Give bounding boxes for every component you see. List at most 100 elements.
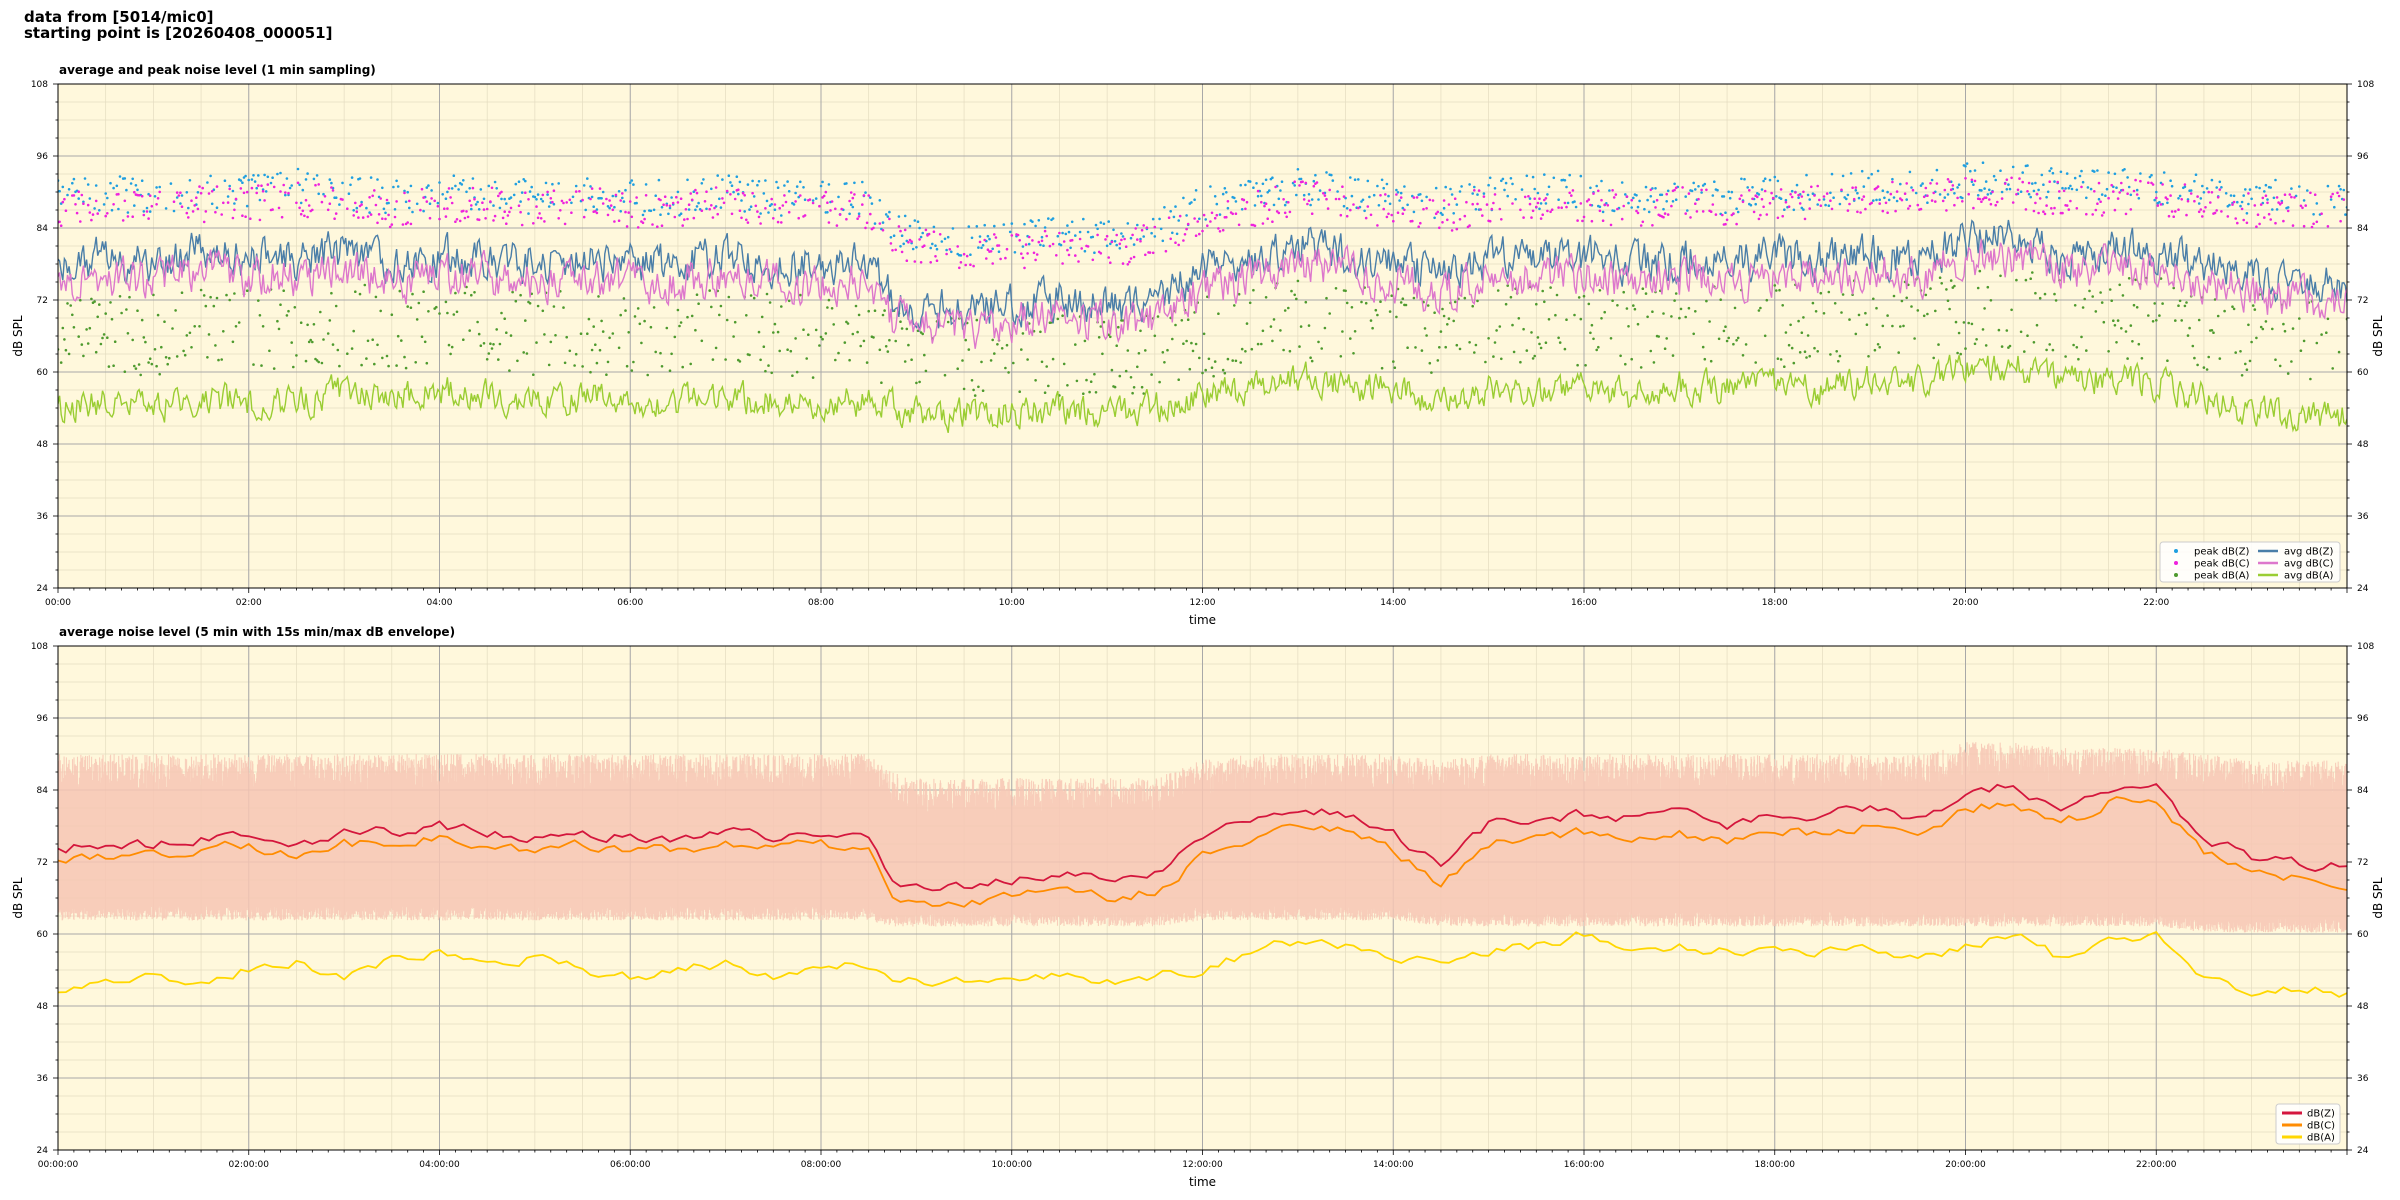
data-point: [133, 204, 136, 207]
data-point: [873, 222, 877, 225]
data-point: [301, 188, 305, 192]
data-point: [126, 215, 130, 218]
data-point: [1287, 306, 1290, 310]
data-point: [802, 186, 805, 189]
data-point: [381, 186, 384, 190]
data-point: [331, 343, 335, 346]
data-point: [2326, 225, 2330, 228]
data-point: [423, 340, 427, 344]
data-point: [625, 225, 629, 228]
data-point: [1350, 194, 1354, 198]
data-point: [1221, 228, 1225, 232]
data-point: [2218, 357, 2222, 360]
data-point: [1949, 279, 1953, 282]
y-axis-label-right: dB SPL: [2371, 315, 2385, 357]
data-point: [381, 356, 384, 360]
data-point: [867, 309, 870, 313]
data-point: [1666, 213, 1670, 216]
data-point: [88, 326, 92, 330]
data-point: [1401, 297, 1405, 301]
data-point: [1924, 186, 1928, 190]
data-point: [915, 381, 918, 385]
data-point: [279, 190, 282, 193]
data-point: [563, 361, 567, 365]
data-point: [298, 183, 301, 187]
data-point: [1018, 239, 1021, 242]
data-point: [2027, 192, 2031, 196]
data-point: [2037, 211, 2040, 215]
data-point: [1622, 290, 1625, 294]
data-point: [768, 301, 772, 304]
data-point: [2129, 324, 2133, 327]
data-point: [1447, 203, 1451, 206]
data-point: [505, 331, 508, 335]
data-point: [848, 199, 851, 203]
data-point: [1213, 216, 1217, 220]
data-point: [117, 207, 120, 211]
data-point: [508, 210, 511, 214]
data-point: [2127, 277, 2131, 280]
data-point: [1080, 247, 1083, 250]
data-point: [913, 260, 917, 263]
data-point: [1860, 198, 1864, 201]
data-point: [376, 343, 379, 347]
data-point: [973, 394, 977, 397]
data-point: [115, 184, 119, 188]
data-point: [1535, 302, 1538, 306]
data-point: [403, 355, 406, 359]
data-point: [210, 190, 214, 193]
data-point: [1895, 190, 1899, 193]
data-point: [129, 182, 133, 185]
data-point: [722, 201, 726, 205]
data-point: [1384, 199, 1387, 203]
data-point: [1471, 202, 1474, 206]
data-point: [964, 263, 967, 267]
data-point: [519, 200, 522, 203]
data-point: [2080, 335, 2083, 339]
data-point: [903, 360, 907, 363]
data-point: [2291, 327, 2295, 330]
data-point: [2166, 359, 2169, 363]
data-point: [762, 192, 766, 195]
data-point: [420, 335, 424, 339]
data-point: [679, 321, 683, 324]
data-point: [1102, 222, 1106, 226]
data-point: [764, 369, 767, 373]
data-point: [563, 222, 567, 226]
data-point: [280, 215, 284, 219]
data-point: [559, 209, 562, 212]
data-point: [2202, 191, 2206, 194]
data-point: [2102, 211, 2106, 214]
data-point: [1231, 359, 1234, 362]
data-point: [1250, 347, 1254, 351]
data-point: [148, 194, 152, 197]
data-point: [2261, 201, 2265, 205]
legend-label: avg dB(C): [2284, 559, 2334, 570]
data-point: [2302, 339, 2306, 343]
data-point: [1600, 317, 1603, 320]
data-point: [1439, 211, 1443, 215]
data-point: [996, 343, 999, 346]
data-point: [1288, 349, 1292, 353]
data-point: [546, 193, 549, 196]
data-point: [1798, 351, 1802, 354]
data-point: [981, 389, 985, 393]
data-point: [743, 194, 746, 197]
data-point: [1272, 203, 1276, 207]
data-point: [1113, 385, 1117, 389]
data-point: [710, 204, 713, 207]
data-point: [1528, 197, 1532, 200]
data-point: [2174, 319, 2177, 322]
data-point: [1649, 349, 1653, 353]
data-point: [1070, 220, 1074, 224]
data-point: [1105, 234, 1109, 238]
data-point: [617, 219, 621, 222]
x-tick-label: 18:00: [1762, 598, 1788, 608]
data-point: [918, 380, 921, 384]
data-point: [1051, 217, 1055, 220]
data-point: [1760, 188, 1764, 191]
data-point: [455, 310, 459, 314]
data-point: [352, 214, 356, 217]
data-point: [1973, 342, 1977, 346]
data-point: [600, 319, 603, 323]
